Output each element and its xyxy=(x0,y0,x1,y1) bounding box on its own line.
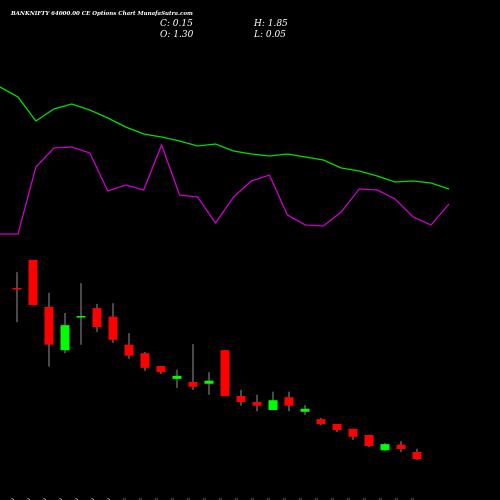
candle-body xyxy=(12,287,22,290)
x-tick-label: 16 Dec xyxy=(282,498,288,500)
candle-body xyxy=(300,408,310,412)
candle-body xyxy=(156,366,166,373)
x-tick-label: 26 Nov xyxy=(58,498,64,500)
x-tick-label: 05 Dec xyxy=(170,498,176,500)
candle-body xyxy=(204,380,214,384)
candle-body xyxy=(364,434,374,446)
x-tick-label: 28 Nov xyxy=(90,498,96,500)
close-text: C: 0.15 xyxy=(160,19,193,29)
x-tick-label: 27 Nov xyxy=(74,498,80,500)
indicator-line xyxy=(0,86,450,190)
x-tick-label: 13 Dec xyxy=(266,498,272,500)
candle-body xyxy=(124,344,134,356)
candle-body xyxy=(60,325,70,351)
x-tick-label: 06 Dec xyxy=(186,498,192,500)
candle-body xyxy=(172,375,182,379)
x-tick-label: 18 Dec xyxy=(314,498,320,500)
candle-body xyxy=(252,402,262,406)
candle-body xyxy=(220,350,230,396)
candle-body xyxy=(348,428,358,437)
low-text: L: 0.05 xyxy=(253,30,286,40)
indicator-line xyxy=(0,143,450,235)
x-tick-label: 19 Dec xyxy=(330,498,336,500)
chart-title: BANKNIFTY 64000.00 CE Options Chart Muna… xyxy=(10,11,193,17)
candle-body xyxy=(316,419,326,425)
x-tick-label: 10 Dec xyxy=(218,498,224,500)
x-tick-label: 04 Dec xyxy=(154,498,160,500)
x-tick-label: 23 Dec xyxy=(346,498,352,500)
candle-body xyxy=(284,397,294,406)
candle-body xyxy=(92,308,102,328)
candle-body xyxy=(396,444,406,450)
candle-body xyxy=(28,259,38,306)
candle-body xyxy=(76,316,86,318)
candle-body xyxy=(140,353,150,368)
x-tick-label: 17 Dec xyxy=(298,498,304,500)
x-tick-label: 09 Dec xyxy=(202,498,208,500)
candle-body xyxy=(44,306,54,345)
candle-body xyxy=(108,316,118,340)
x-tick-label: 25 Nov xyxy=(42,498,48,500)
x-tick-label: 11 Dec xyxy=(234,498,240,500)
x-tick-label: 30 Dec xyxy=(410,498,416,500)
x-tick-label: 02 Dec xyxy=(122,498,128,500)
x-tick-label: 27 Dec xyxy=(394,498,400,500)
x-tick-label: 24 Dec xyxy=(362,498,368,500)
x-tick-label: 26 Dec xyxy=(378,498,384,500)
x-tick-label: 03 Dec xyxy=(138,498,144,500)
open-text: O: 1.30 xyxy=(160,30,194,40)
candle-body xyxy=(412,452,422,460)
x-tick-label: 21 Nov xyxy=(10,498,16,500)
candle-body xyxy=(236,395,246,403)
candle-body xyxy=(380,444,390,451)
x-tick-label: 22 Nov xyxy=(26,498,32,500)
candle-body xyxy=(268,400,278,410)
x-tick-label: 12 Dec xyxy=(250,498,256,500)
x-tick-label: 29 Nov xyxy=(106,498,112,500)
candle-body xyxy=(332,424,342,431)
high-text: H: 1.85 xyxy=(253,19,288,29)
candle-body xyxy=(188,381,198,387)
